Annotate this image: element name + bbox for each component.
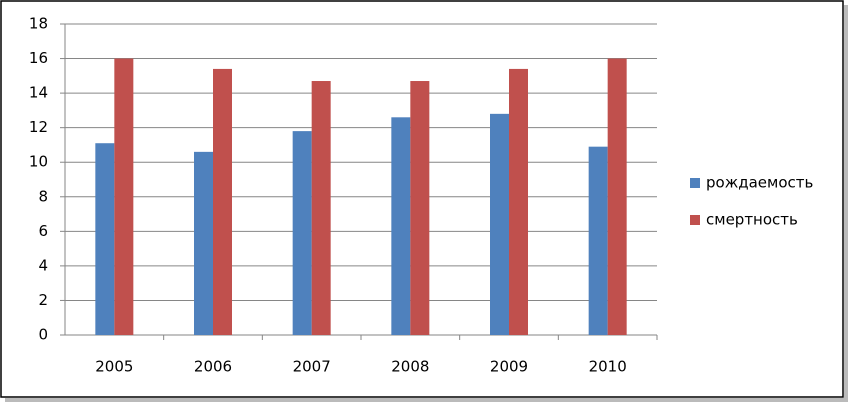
y-tick-label: 10 xyxy=(29,153,48,171)
legend-label: смертность xyxy=(706,211,798,229)
x-tick-label: 2006 xyxy=(194,358,232,376)
bar xyxy=(509,68,528,335)
bar xyxy=(391,117,411,335)
x-tick-label: 2010 xyxy=(589,358,627,376)
bar xyxy=(311,81,331,336)
bar xyxy=(194,151,213,335)
y-tick-label: 8 xyxy=(38,187,48,205)
x-tick-label: 2009 xyxy=(490,358,528,376)
bar xyxy=(114,58,134,336)
x-tick-label: 2005 xyxy=(95,358,133,376)
y-tick-label: 4 xyxy=(38,256,48,274)
bar xyxy=(410,81,430,336)
y-tick-label: 16 xyxy=(29,49,48,67)
bar xyxy=(292,131,312,335)
y-tick-label: 12 xyxy=(29,118,48,136)
x-tick-label: 2008 xyxy=(391,358,429,376)
bar xyxy=(95,143,115,335)
y-tick-label: 2 xyxy=(38,291,48,309)
y-tick-label: 6 xyxy=(38,222,48,240)
legend-swatch xyxy=(690,215,700,225)
bar xyxy=(213,68,232,335)
bar xyxy=(588,146,608,335)
y-tick-label: 14 xyxy=(29,84,48,102)
frame-shadow xyxy=(5,398,848,402)
bar xyxy=(490,113,509,335)
y-tick-label: 18 xyxy=(29,15,48,33)
x-tick-label: 2007 xyxy=(293,358,331,376)
y-tick-label: 0 xyxy=(38,326,48,344)
frame-shadow xyxy=(844,5,848,401)
bar xyxy=(607,58,627,336)
legend-swatch xyxy=(690,178,700,188)
legend-label: рождаемость xyxy=(706,174,813,192)
